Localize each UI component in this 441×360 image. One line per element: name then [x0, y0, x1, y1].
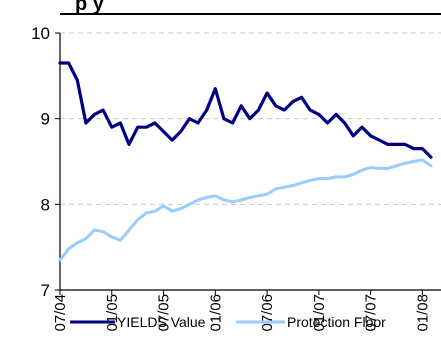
x-tick-label: 07/06: [259, 294, 276, 332]
chart-title-fragment: p y: [75, 0, 105, 15]
x-tick-label: 07/04: [52, 294, 69, 332]
x-tick-label: 07/07: [363, 294, 380, 332]
y-tick-label: 10: [31, 24, 50, 43]
series-line-yields-value: [58, 61, 433, 159]
legend-label-yields-value: YIELDS Value: [117, 314, 206, 330]
series-line-protection-floor: [58, 158, 433, 262]
x-tick-label: 01/06: [207, 294, 224, 332]
legend-label-protection-floor: Protection Floor: [287, 314, 386, 330]
y-tick-label: 9: [41, 110, 50, 129]
y-tick-label: 7: [41, 281, 50, 300]
legend: YIELDS Value Protection Floor: [70, 314, 386, 330]
x-tick-label: 01/07: [311, 294, 328, 332]
series-lines: [58, 61, 433, 262]
x-tick-label: 07/05: [156, 294, 173, 332]
x-tick-label: 01/08: [414, 294, 431, 332]
y-axis-ticks: 7 8 9 10: [31, 24, 60, 300]
axes: [59, 13, 441, 291]
y-tick-label: 8: [41, 195, 50, 214]
